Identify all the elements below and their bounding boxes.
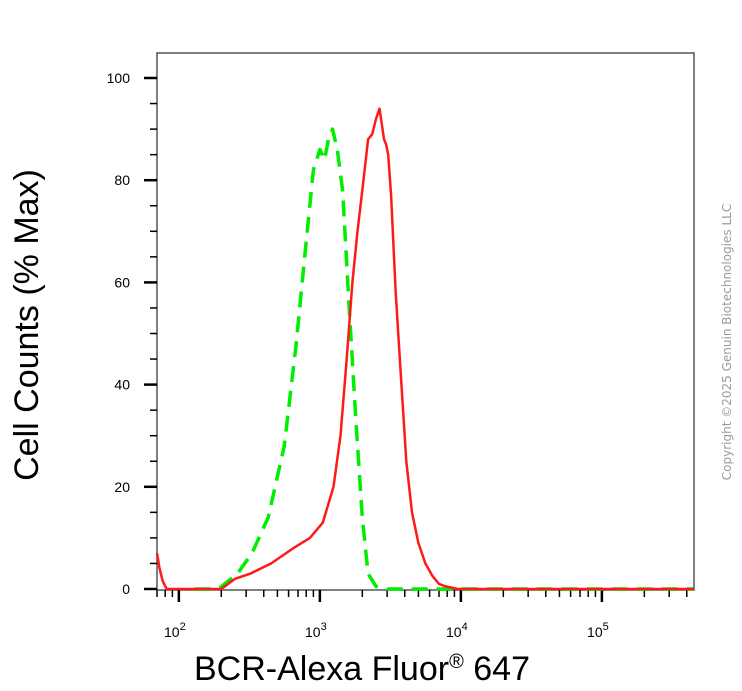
y-axis-title: Cell Counts (% Max) [8,169,46,481]
y-tick-label: 0 [122,581,130,597]
x-tick-base: 10 [587,624,603,640]
series-layer [155,107,694,591]
plot-frame [156,52,695,591]
plot-frame-border [156,52,695,591]
y-tick-label: 80 [114,172,130,188]
x-axis-title-registered: ® [449,651,464,673]
x-axis: 102 103 104 105 [156,590,688,640]
copyright-notice: Copyright ©2025 Genuin Biotechnologies L… [720,204,734,480]
x-tick-exponent: 4 [462,621,468,633]
stained-histogram-line [155,107,694,591]
y-tick-label: 100 [107,70,131,86]
y-tick-label: 20 [114,479,130,495]
x-tick-label: 105 [587,621,609,640]
x-axis-title-tail: 647 [464,650,530,688]
x-tick-label: 103 [305,621,327,640]
x-tick-exponent: 5 [603,621,609,633]
y-axis: 0 20 40 60 80 100 [107,70,157,597]
x-tick-label: 102 [164,621,186,640]
y-tick-label: 40 [114,377,130,393]
x-tick-exponent: 2 [180,621,186,633]
x-tick-base: 10 [164,624,180,640]
x-tick-base: 10 [446,624,462,640]
x-axis-title: BCR-Alexa Fluor® 647 [194,650,530,688]
x-tick-base: 10 [305,624,321,640]
x-tick-exponent: 3 [321,621,327,633]
x-tick-label: 104 [446,621,468,640]
x-axis-title-main: BCR-Alexa Fluor [194,650,449,688]
y-tick-label: 60 [114,274,130,290]
control-histogram-line [194,127,694,591]
